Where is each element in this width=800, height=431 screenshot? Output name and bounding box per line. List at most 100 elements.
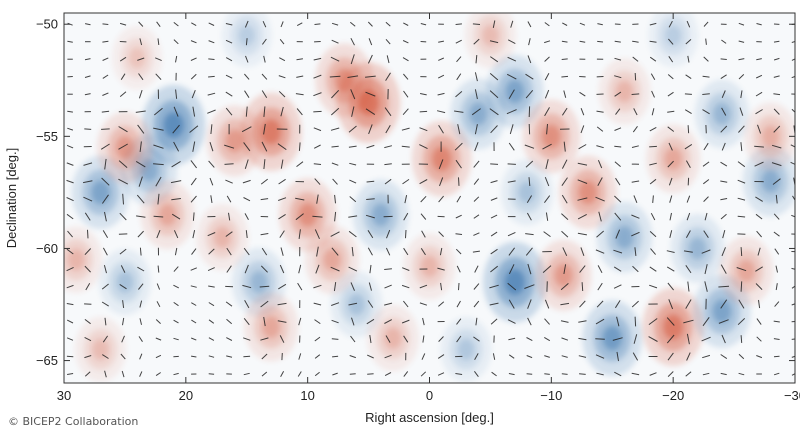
polarization-stick (757, 247, 761, 256)
polarization-stick (702, 109, 710, 115)
polarization-stick (687, 55, 690, 63)
polarization-stick (224, 163, 234, 165)
polarization-stick (597, 282, 603, 291)
polarization-stick (489, 40, 499, 44)
polarization-stick (756, 230, 762, 238)
polarization-stick (102, 40, 109, 43)
heatmap-blob (469, 102, 488, 126)
polarization-stick (581, 282, 584, 292)
polarization-stick (401, 145, 410, 148)
polarization-stick (84, 58, 91, 61)
polarization-stick (191, 319, 197, 324)
polarization-stick (492, 20, 496, 28)
heatmap-blob (261, 119, 281, 145)
polarization-stick (614, 212, 622, 221)
polarization-stick (139, 141, 142, 152)
polarization-stick (119, 248, 127, 255)
polarization-stick (720, 372, 727, 376)
heatmap-layer (64, 13, 795, 382)
polarization-stick (722, 229, 726, 239)
polarization-stick (208, 337, 215, 341)
polarization-stick (350, 54, 355, 65)
polarization-stick (137, 230, 144, 238)
polarization-stick (455, 233, 463, 235)
polarization-stick (703, 230, 709, 238)
polarization-stick (775, 283, 778, 291)
polarization-stick (403, 247, 409, 256)
photo-credit: © BICEP2 Collaboration (4, 414, 143, 429)
polarization-stick (773, 213, 780, 220)
polarization-stick (791, 267, 795, 270)
polarization-stick (686, 20, 691, 28)
polarization-stick (545, 212, 549, 221)
polarization-stick (756, 23, 762, 26)
heatmap-blob (116, 271, 134, 293)
polarization-stick (774, 301, 780, 307)
polarization-stick (138, 21, 144, 27)
polarization-stick (242, 284, 252, 289)
polarization-stick (738, 40, 745, 43)
polarization-stick (740, 335, 743, 343)
polarization-stick (226, 265, 232, 273)
polarization-stick (738, 372, 745, 376)
polarization-stick (314, 319, 321, 325)
polarization-stick (455, 39, 462, 44)
polarization-stick (84, 248, 92, 256)
polarization-stick (525, 233, 534, 236)
polarization-stick (631, 145, 639, 148)
polarization-stick (457, 124, 461, 135)
polarization-stick (171, 160, 181, 168)
polarization-stick (402, 108, 409, 116)
polarization-stick (314, 178, 321, 185)
polarization-stick (458, 282, 460, 291)
polarization-stick (263, 55, 266, 63)
polarization-stick (172, 124, 180, 134)
polarization-stick (153, 144, 164, 149)
polarization-stick (313, 74, 322, 79)
polarization-stick (228, 212, 231, 221)
polarization-stick (507, 231, 516, 237)
polarization-stick (474, 265, 479, 273)
polarization-stick (66, 162, 74, 166)
polarization-stick (260, 337, 269, 341)
polarization-stick (243, 317, 250, 326)
polarization-stick (634, 316, 637, 327)
polarization-stick (615, 108, 621, 115)
x-tick-label: 0 (426, 388, 433, 403)
polarization-stick (173, 230, 179, 239)
polarization-stick (348, 302, 358, 306)
polarization-stick (207, 109, 216, 114)
polarization-stick (578, 337, 587, 341)
polarization-stick (703, 142, 709, 151)
polarization-stick (755, 283, 763, 290)
polarization-stick (508, 89, 515, 100)
polarization-stick (174, 247, 178, 256)
polarization-stick (419, 284, 428, 289)
polarization-stick (579, 373, 586, 375)
polarization-stick (560, 283, 569, 291)
polarization-stick (773, 320, 780, 323)
polarization-stick (614, 91, 622, 97)
polarization-stick (773, 372, 780, 376)
polarization-stick (685, 265, 692, 274)
polarization-stick (669, 195, 673, 203)
polarization-stick (738, 74, 745, 80)
polarization-stick (351, 317, 355, 326)
polarization-stick (84, 128, 92, 130)
polarization-stick (490, 180, 498, 184)
polarization-stick (278, 197, 287, 201)
polarization-stick (173, 337, 179, 341)
polarization-stick (686, 352, 691, 361)
polarization-stick (490, 265, 499, 273)
polarization-stick (740, 247, 743, 257)
polarization-stick (720, 354, 728, 360)
polarization-stick (686, 333, 690, 345)
polarization-stick (508, 299, 515, 309)
polarization-stick (313, 284, 322, 289)
polarization-stick (67, 230, 73, 238)
polarization-stick (720, 213, 727, 220)
polarization-stick (207, 232, 216, 237)
polarization-stick (102, 74, 109, 79)
polarization-stick (561, 230, 569, 238)
polarization-stick (632, 265, 639, 273)
